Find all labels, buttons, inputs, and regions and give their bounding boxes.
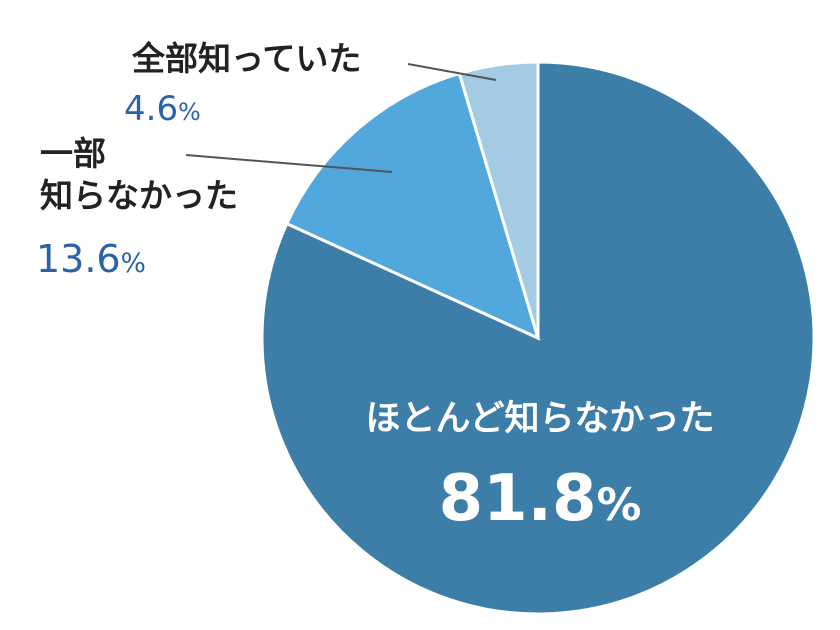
leader-line-partly-unknown: [185, 154, 393, 173]
value-all-known: 4.6%: [124, 89, 201, 129]
leader-lines: [185, 63, 497, 173]
value-mostly-unknown: 81.8%: [439, 462, 642, 536]
pie-slices: [260, 60, 816, 616]
label-partly-unknown-line2: 知らなかった: [40, 176, 238, 215]
label-partly-unknown-line1: 一部: [40, 134, 106, 173]
value-partly-unknown: 13.6%: [36, 237, 146, 281]
label-mostly-unknown: ほとんど知らなかった: [366, 399, 715, 439]
leader-line-all-known: [407, 63, 497, 81]
slice-partly-unknown: [284, 71, 541, 341]
label-all-known: 全部知っていた: [131, 39, 361, 78]
